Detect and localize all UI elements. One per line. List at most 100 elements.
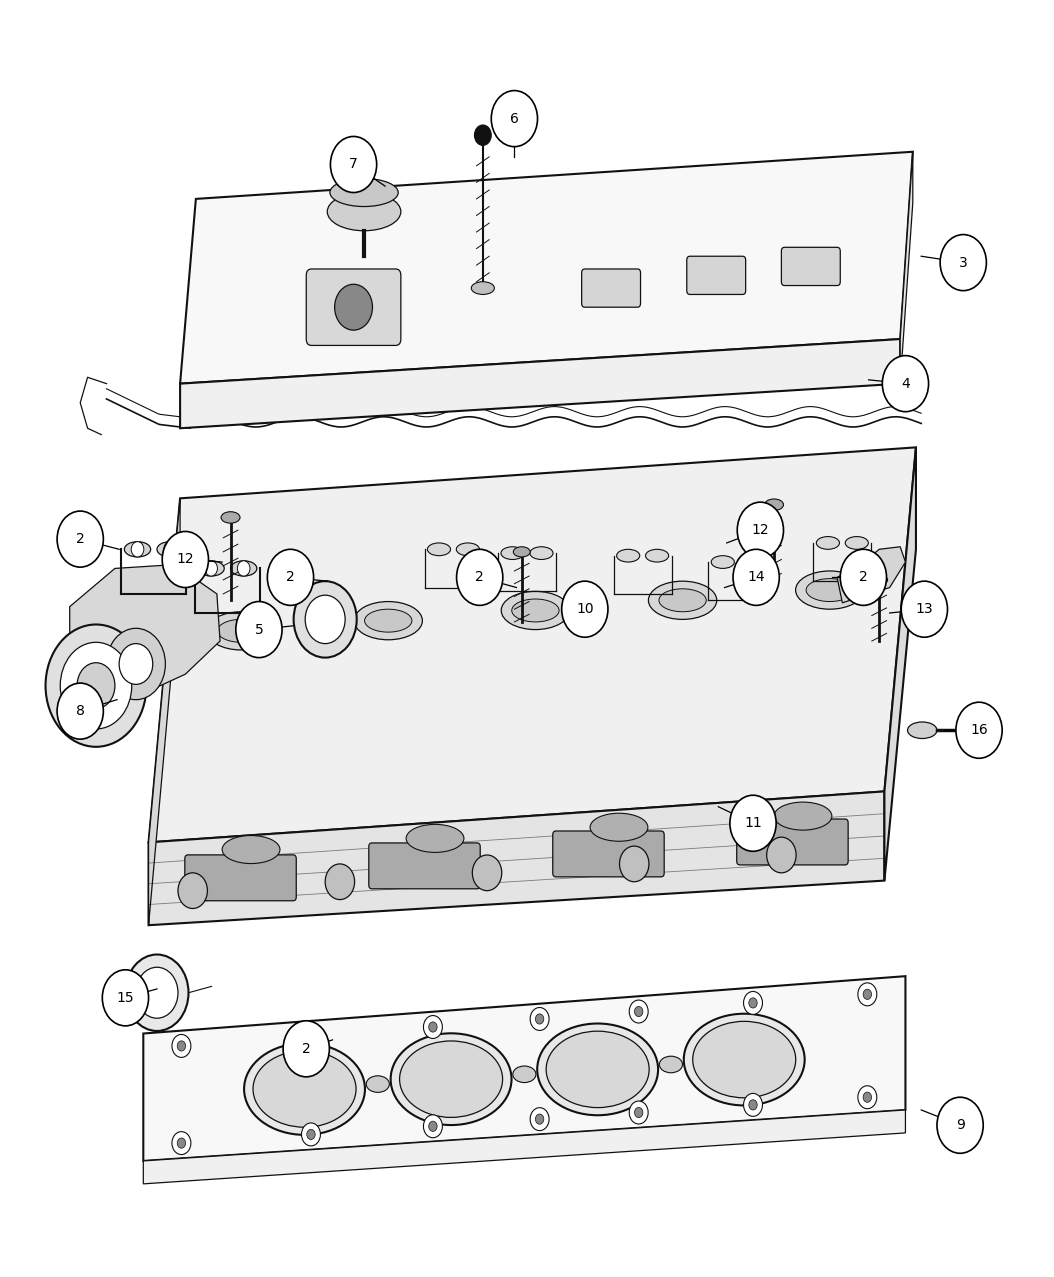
Ellipse shape bbox=[659, 589, 706, 612]
Circle shape bbox=[635, 1006, 643, 1016]
Text: 11: 11 bbox=[744, 816, 762, 830]
Polygon shape bbox=[884, 447, 916, 881]
Circle shape bbox=[766, 838, 796, 872]
Ellipse shape bbox=[471, 282, 494, 295]
Ellipse shape bbox=[546, 1031, 649, 1107]
Circle shape bbox=[743, 991, 762, 1014]
Circle shape bbox=[424, 1015, 443, 1038]
Ellipse shape bbox=[740, 555, 763, 568]
Circle shape bbox=[840, 549, 886, 605]
Ellipse shape bbox=[198, 561, 225, 576]
FancyBboxPatch shape bbox=[552, 831, 664, 877]
Text: 2: 2 bbox=[301, 1042, 311, 1056]
Polygon shape bbox=[180, 152, 913, 383]
Circle shape bbox=[237, 561, 250, 576]
Ellipse shape bbox=[354, 601, 423, 640]
Ellipse shape bbox=[645, 549, 668, 562]
FancyBboxPatch shape bbox=[737, 819, 848, 865]
Circle shape bbox=[635, 1107, 643, 1117]
Ellipse shape bbox=[245, 1043, 365, 1135]
Circle shape bbox=[456, 549, 503, 605]
Circle shape bbox=[429, 1022, 437, 1032]
Circle shape bbox=[429, 1121, 437, 1131]
Circle shape bbox=[858, 1085, 877, 1108]
Circle shape bbox=[177, 1138, 186, 1148]
Ellipse shape bbox=[456, 543, 480, 555]
Ellipse shape bbox=[366, 1075, 389, 1092]
Ellipse shape bbox=[711, 555, 735, 568]
Circle shape bbox=[729, 796, 776, 852]
Circle shape bbox=[301, 1122, 320, 1145]
Ellipse shape bbox=[217, 619, 265, 642]
Circle shape bbox=[424, 1115, 443, 1138]
Circle shape bbox=[172, 1131, 191, 1154]
Text: 2: 2 bbox=[76, 533, 84, 547]
Circle shape bbox=[562, 581, 608, 637]
Ellipse shape bbox=[330, 179, 398, 207]
Ellipse shape bbox=[365, 609, 412, 632]
Circle shape bbox=[940, 235, 987, 291]
Ellipse shape bbox=[806, 578, 854, 601]
Circle shape bbox=[472, 856, 502, 890]
Ellipse shape bbox=[530, 547, 553, 559]
Polygon shape bbox=[180, 340, 900, 428]
Text: 7: 7 bbox=[349, 157, 358, 171]
FancyBboxPatch shape bbox=[781, 248, 840, 286]
Text: 2: 2 bbox=[475, 571, 484, 585]
Polygon shape bbox=[143, 976, 905, 1161]
Circle shape bbox=[535, 1014, 544, 1024]
Ellipse shape bbox=[399, 1041, 503, 1117]
Polygon shape bbox=[70, 564, 220, 722]
Circle shape bbox=[629, 1101, 648, 1124]
Text: 9: 9 bbox=[956, 1119, 964, 1133]
Circle shape bbox=[45, 624, 147, 747]
FancyBboxPatch shape bbox=[307, 269, 401, 346]
Ellipse shape bbox=[512, 599, 559, 622]
Circle shape bbox=[301, 1024, 320, 1047]
Circle shape bbox=[306, 595, 345, 644]
Circle shape bbox=[131, 541, 143, 557]
Ellipse shape bbox=[513, 1066, 535, 1083]
Text: 14: 14 bbox=[747, 571, 765, 585]
Circle shape bbox=[307, 1031, 315, 1041]
Text: 2: 2 bbox=[859, 571, 867, 585]
Ellipse shape bbox=[253, 1051, 356, 1128]
Circle shape bbox=[530, 1008, 549, 1031]
Ellipse shape bbox=[617, 549, 640, 562]
Circle shape bbox=[748, 1099, 757, 1110]
Circle shape bbox=[294, 581, 356, 658]
Circle shape bbox=[901, 581, 948, 637]
Ellipse shape bbox=[871, 575, 887, 585]
Ellipse shape bbox=[406, 825, 464, 853]
Ellipse shape bbox=[513, 547, 530, 557]
Ellipse shape bbox=[391, 1033, 511, 1125]
Ellipse shape bbox=[427, 543, 450, 555]
Circle shape bbox=[743, 1093, 762, 1116]
Circle shape bbox=[136, 967, 178, 1018]
Circle shape bbox=[491, 91, 538, 147]
Circle shape bbox=[77, 663, 115, 709]
Polygon shape bbox=[149, 498, 180, 926]
FancyBboxPatch shape bbox=[687, 257, 745, 295]
Ellipse shape bbox=[764, 499, 783, 511]
Ellipse shape bbox=[796, 571, 864, 609]
Circle shape bbox=[268, 549, 314, 605]
Circle shape bbox=[284, 1020, 329, 1077]
Circle shape bbox=[629, 1000, 648, 1023]
Polygon shape bbox=[837, 547, 905, 603]
Circle shape bbox=[106, 628, 165, 700]
Ellipse shape bbox=[817, 536, 839, 549]
Circle shape bbox=[474, 125, 491, 146]
Circle shape bbox=[937, 1097, 983, 1153]
FancyBboxPatch shape bbox=[369, 843, 481, 889]
Ellipse shape bbox=[157, 541, 183, 557]
Ellipse shape bbox=[207, 612, 275, 650]
Circle shape bbox=[326, 865, 354, 899]
Circle shape bbox=[57, 511, 103, 567]
Text: 12: 12 bbox=[752, 524, 769, 538]
Circle shape bbox=[119, 644, 153, 684]
Circle shape bbox=[172, 1034, 191, 1057]
Circle shape bbox=[737, 502, 783, 558]
Ellipse shape bbox=[222, 835, 280, 863]
Polygon shape bbox=[143, 1110, 905, 1184]
